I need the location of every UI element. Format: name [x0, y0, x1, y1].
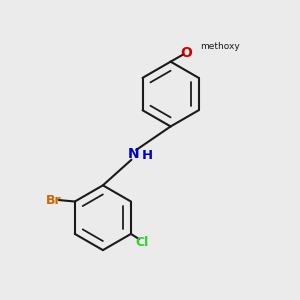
Text: H: H — [142, 149, 153, 162]
Text: O: O — [180, 46, 192, 60]
Text: Br: Br — [46, 194, 62, 207]
Text: N: N — [128, 147, 140, 161]
Text: Cl: Cl — [136, 236, 149, 249]
Text: methoxy: methoxy — [200, 42, 239, 51]
